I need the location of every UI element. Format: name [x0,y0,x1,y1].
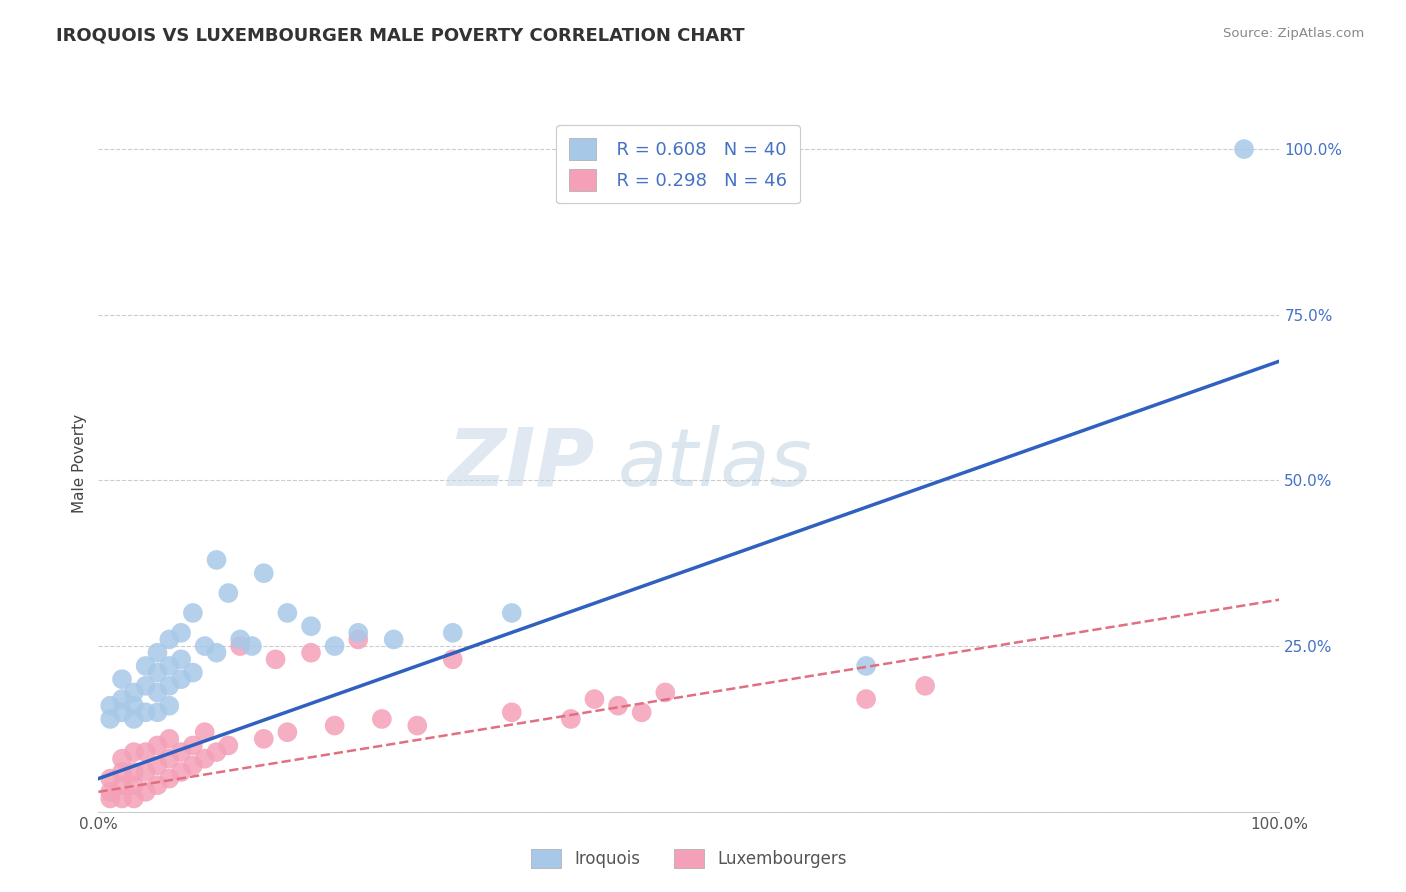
Point [205,745,228,759]
Point [157,632,180,647]
Point [194,752,217,766]
Point [157,659,180,673]
Point [122,791,145,805]
Point [382,632,405,647]
Point [146,758,169,772]
Point [146,778,169,792]
Point [194,639,217,653]
Point [347,625,370,640]
Point [1233,142,1256,156]
Point [205,553,228,567]
Point [111,764,134,779]
Point [240,639,263,653]
Point [299,619,322,633]
Point [501,606,523,620]
Point [111,752,134,766]
Point [98,785,121,799]
Point [253,731,276,746]
Point [170,652,193,666]
Point [122,745,145,759]
Point [205,646,228,660]
Point [560,712,582,726]
Point [170,745,193,759]
Point [146,706,169,720]
Point [181,606,204,620]
Point [135,785,157,799]
Point [914,679,936,693]
Point [253,566,276,581]
Point [229,639,252,653]
Point [217,586,239,600]
Point [98,791,121,805]
Point [276,606,298,620]
Point [441,625,464,640]
Point [181,739,204,753]
Point [135,745,157,759]
Point [146,665,169,680]
Point [441,652,464,666]
Point [122,778,145,792]
Point [181,665,204,680]
Point [157,752,180,766]
Point [347,632,370,647]
Point [157,698,180,713]
Legend:   R = 0.608   N = 40,   R = 0.298   N = 46: R = 0.608 N = 40, R = 0.298 N = 46 [557,125,800,203]
Point [299,646,322,660]
Point [111,692,134,706]
Point [146,685,169,699]
Point [135,659,157,673]
Point [181,758,204,772]
Point [170,625,193,640]
Point [583,692,606,706]
Text: ZIP: ZIP [447,425,595,503]
Point [98,712,121,726]
Legend: Iroquois, Luxembourgers: Iroquois, Luxembourgers [524,842,853,875]
Point [855,692,877,706]
Point [157,679,180,693]
Point [122,685,145,699]
Point [654,685,676,699]
Point [217,739,239,753]
Point [135,706,157,720]
Point [135,679,157,693]
Point [371,712,394,726]
Point [406,718,429,732]
Point [170,764,193,779]
Text: atlas: atlas [619,425,813,503]
Point [323,718,346,732]
Point [264,652,287,666]
Point [276,725,298,739]
Point [111,672,134,686]
Point [855,659,877,673]
Y-axis label: Male Poverty: Male Poverty [72,414,87,514]
Point [157,772,180,786]
Point [98,772,121,786]
Point [146,739,169,753]
Point [122,764,145,779]
Point [111,791,134,805]
Point [111,778,134,792]
Point [146,646,169,660]
Point [607,698,630,713]
Point [122,698,145,713]
Point [323,639,346,653]
Point [501,706,523,720]
Point [170,672,193,686]
Point [135,764,157,779]
Text: IROQUOIS VS LUXEMBOURGER MALE POVERTY CORRELATION CHART: IROQUOIS VS LUXEMBOURGER MALE POVERTY CO… [56,27,745,45]
Point [98,698,121,713]
Point [122,712,145,726]
Point [229,632,252,647]
Point [630,706,652,720]
Text: Source: ZipAtlas.com: Source: ZipAtlas.com [1223,27,1364,40]
Point [157,731,180,746]
Point [111,706,134,720]
Point [194,725,217,739]
